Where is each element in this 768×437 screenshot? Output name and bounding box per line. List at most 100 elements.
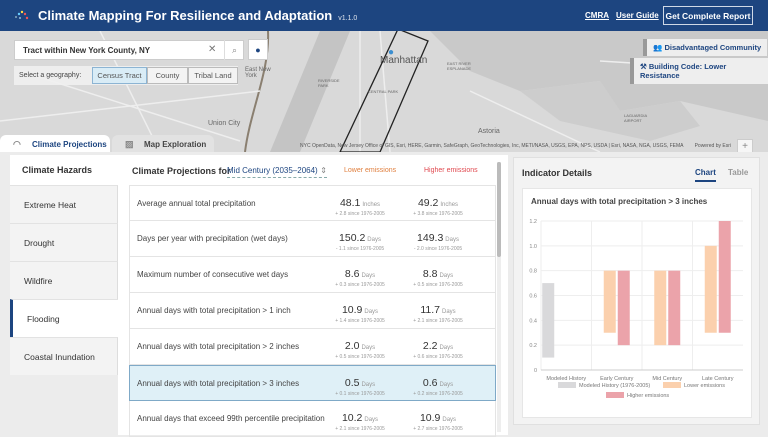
map-label: Astoria xyxy=(478,128,500,135)
tab-map-exploration[interactable]: ▨ Map Exploration xyxy=(112,135,214,153)
chart-bar xyxy=(654,270,667,346)
geography-label: Select a geography: xyxy=(19,72,82,79)
map-view[interactable]: Manhattan Union City Astoria East New Yo… xyxy=(0,31,768,152)
app-version: v1.1.0 xyxy=(338,15,358,22)
projection-row[interactable]: Annual days with total precipitation > 2… xyxy=(129,329,496,365)
lower-emissions-value: 0.5 Days + 0.1 since 1976-2005 xyxy=(320,373,400,397)
location-search-input[interactable]: Tract within New York County, NY xyxy=(14,40,244,60)
user-guide-link[interactable]: User Guide xyxy=(616,11,659,20)
get-complete-report-button[interactable]: Get Complete Report xyxy=(663,6,753,25)
indicator-label: Days per year with precipitation (wet da… xyxy=(137,234,288,243)
map-pin-icon: ● xyxy=(255,45,261,55)
lower-emissions-value: 10.9 Days + 1.4 since 1976-2005 xyxy=(320,300,400,324)
geography-tribal-land[interactable]: Tribal Land xyxy=(188,67,238,84)
geography-county[interactable]: County xyxy=(147,67,188,84)
app-logo-icon xyxy=(15,10,29,20)
chart-bar xyxy=(603,270,616,333)
projections-header: Climate Projections for Mid Century (203… xyxy=(124,157,499,185)
projection-row[interactable]: Annual days with total precipitation > 1… xyxy=(129,293,496,329)
legend-swatch xyxy=(663,382,681,388)
y-tick-label: 0.2 xyxy=(529,343,537,349)
sidebar-item-wildfire[interactable]: Wildfire xyxy=(10,261,118,299)
legend-swatch xyxy=(558,382,576,388)
legend-label: Modeled History (1976-2005) xyxy=(579,383,650,389)
legend-swatch xyxy=(606,392,624,398)
badge-label: Disadvantaged Community xyxy=(664,43,762,52)
value-unit: Days xyxy=(439,273,454,279)
y-tick-label: 0.8 xyxy=(529,269,537,275)
map-label: RIVERSIDE PARK xyxy=(318,78,340,88)
higher-emissions-value: 2.2 Days + 0.6 since 1976-2005 xyxy=(398,336,478,360)
projection-row[interactable]: Maximum number of consecutive wet days 8… xyxy=(129,257,496,293)
y-tick-label: 1.0 xyxy=(529,244,537,250)
map-label: LAGUARDIA AIRPORT xyxy=(624,113,647,123)
value-delta: + 3.8 since 1976-2005 xyxy=(413,211,463,217)
sidebar-title: Climate Hazards xyxy=(10,155,118,185)
app-title: Climate Mapping For Resilience and Adapt… xyxy=(38,8,357,23)
locate-pin-button[interactable]: ● xyxy=(248,39,268,60)
tab-table[interactable]: Table xyxy=(728,168,749,177)
projection-row[interactable]: Annual days that exceed 99th percentile … xyxy=(129,401,496,437)
value-number: 48.1 xyxy=(339,197,361,209)
indicator-label: Annual days with total precipitation > 2… xyxy=(137,342,300,351)
higher-emissions-header: Higher emissions xyxy=(424,167,478,174)
sidebar-item-drought[interactable]: Drought xyxy=(10,223,118,261)
value-unit: Days xyxy=(445,237,459,243)
value-delta: + 1.4 since 1976-2005 xyxy=(335,318,385,324)
search-icon[interactable]: ⌕ xyxy=(224,40,244,60)
hazards-sidebar: Climate Hazards Extreme Heat Drought Wil… xyxy=(10,155,118,435)
sidebar-item-extreme-heat[interactable]: Extreme Heat xyxy=(10,185,118,223)
y-tick-label: 1.2 xyxy=(529,219,537,225)
chart-svg: 0 0.2 0.4 0.6 0.8 1.0 1.2 Modeled History Early … xyxy=(529,219,743,399)
higher-emissions-value: 10.9 Days + 2.7 since 1976-2005 xyxy=(398,408,478,432)
clear-search-icon[interactable]: ✕ xyxy=(208,44,217,55)
app-header: Climate Mapping For Resilience and Adapt… xyxy=(0,0,768,31)
details-title: Indicator Details xyxy=(522,168,593,178)
tab-climate-projections[interactable]: ◠ Climate Projections xyxy=(0,135,110,153)
value-unit: Days xyxy=(439,382,454,388)
sidebar-item-flooding[interactable]: Flooding xyxy=(10,299,118,337)
value-unit: Days xyxy=(361,345,376,351)
lower-emissions-value: 8.6 Days + 0.3 since 1976-2005 xyxy=(320,264,400,288)
lower-emissions-value: 48.1 Inches + 2.8 since 1976-2005 xyxy=(320,193,400,217)
lower-emissions-value: 2.0 Days + 0.5 since 1976-2005 xyxy=(320,336,400,360)
cmra-link[interactable]: CMRA xyxy=(585,11,609,20)
period-select[interactable]: Mid Century (2035–2064) ⇕ xyxy=(227,166,327,178)
geography-census-tract[interactable]: Census Tract xyxy=(92,67,147,84)
zoom-in-button[interactable]: + xyxy=(742,141,748,152)
tools-icon: ⚒ xyxy=(640,62,649,71)
higher-emissions-value: 11.7 Days + 2.1 since 1976-2005 xyxy=(398,300,478,324)
chart-bar xyxy=(718,221,731,333)
projection-row[interactable]: Days per year with precipitation (wet da… xyxy=(129,221,496,257)
projection-row[interactable]: Annual days with total precipitation > 3… xyxy=(129,365,496,401)
indicator-label: Maximum number of consecutive wet days xyxy=(137,270,289,279)
gauge-icon: ◠ xyxy=(13,138,21,149)
location-marker-icon[interactable]: ● xyxy=(388,47,395,58)
value-unit: Days xyxy=(361,382,376,388)
value-delta: + 0.1 since 1976-2005 xyxy=(335,391,385,397)
tab-chart[interactable]: Chart xyxy=(695,168,716,182)
value-number: 0.6 xyxy=(422,377,438,389)
higher-emissions-value: 49.2 Inches + 3.8 since 1976-2005 xyxy=(398,193,478,217)
higher-emissions-value: 0.6 Days + 0.2 since 1976-2005 xyxy=(398,373,478,397)
value-delta: + 2.8 since 1976-2005 xyxy=(335,211,385,217)
zoom-control: +− xyxy=(737,139,753,152)
value-unit: Days xyxy=(367,237,381,243)
indicator-label: Annual days with total precipitation > 1… xyxy=(137,306,291,315)
scrollbar-track[interactable] xyxy=(497,162,501,432)
indicator-label: Annual days that exceed 99th percentile … xyxy=(137,414,325,423)
tab-label: Map Exploration xyxy=(144,139,207,149)
projection-row[interactable]: Average annual total precipitation 48.1 I… xyxy=(129,185,496,221)
tab-label: Climate Projections xyxy=(32,139,107,149)
powered-by-text[interactable]: Powered by Esri xyxy=(694,143,731,149)
disadvantaged-community-badge[interactable]: 👥 Disadvantaged Community xyxy=(643,39,768,56)
value-unit: Days xyxy=(439,345,454,351)
value-delta: - 1.1 since 1976-2005 xyxy=(335,246,385,252)
higher-emissions-value: 149.3 Days - 2.0 since 1976-2005 xyxy=(398,228,478,252)
sidebar-item-coastal-inundation[interactable]: Coastal Inundation xyxy=(10,337,118,375)
value-unit: Days xyxy=(364,309,379,315)
building-code-badge[interactable]: ⚒ Building Code: Lower Resistance xyxy=(630,58,768,84)
value-number: 8.8 xyxy=(422,268,438,280)
scrollbar-thumb[interactable] xyxy=(497,162,501,257)
value-number: 2.0 xyxy=(344,340,360,352)
